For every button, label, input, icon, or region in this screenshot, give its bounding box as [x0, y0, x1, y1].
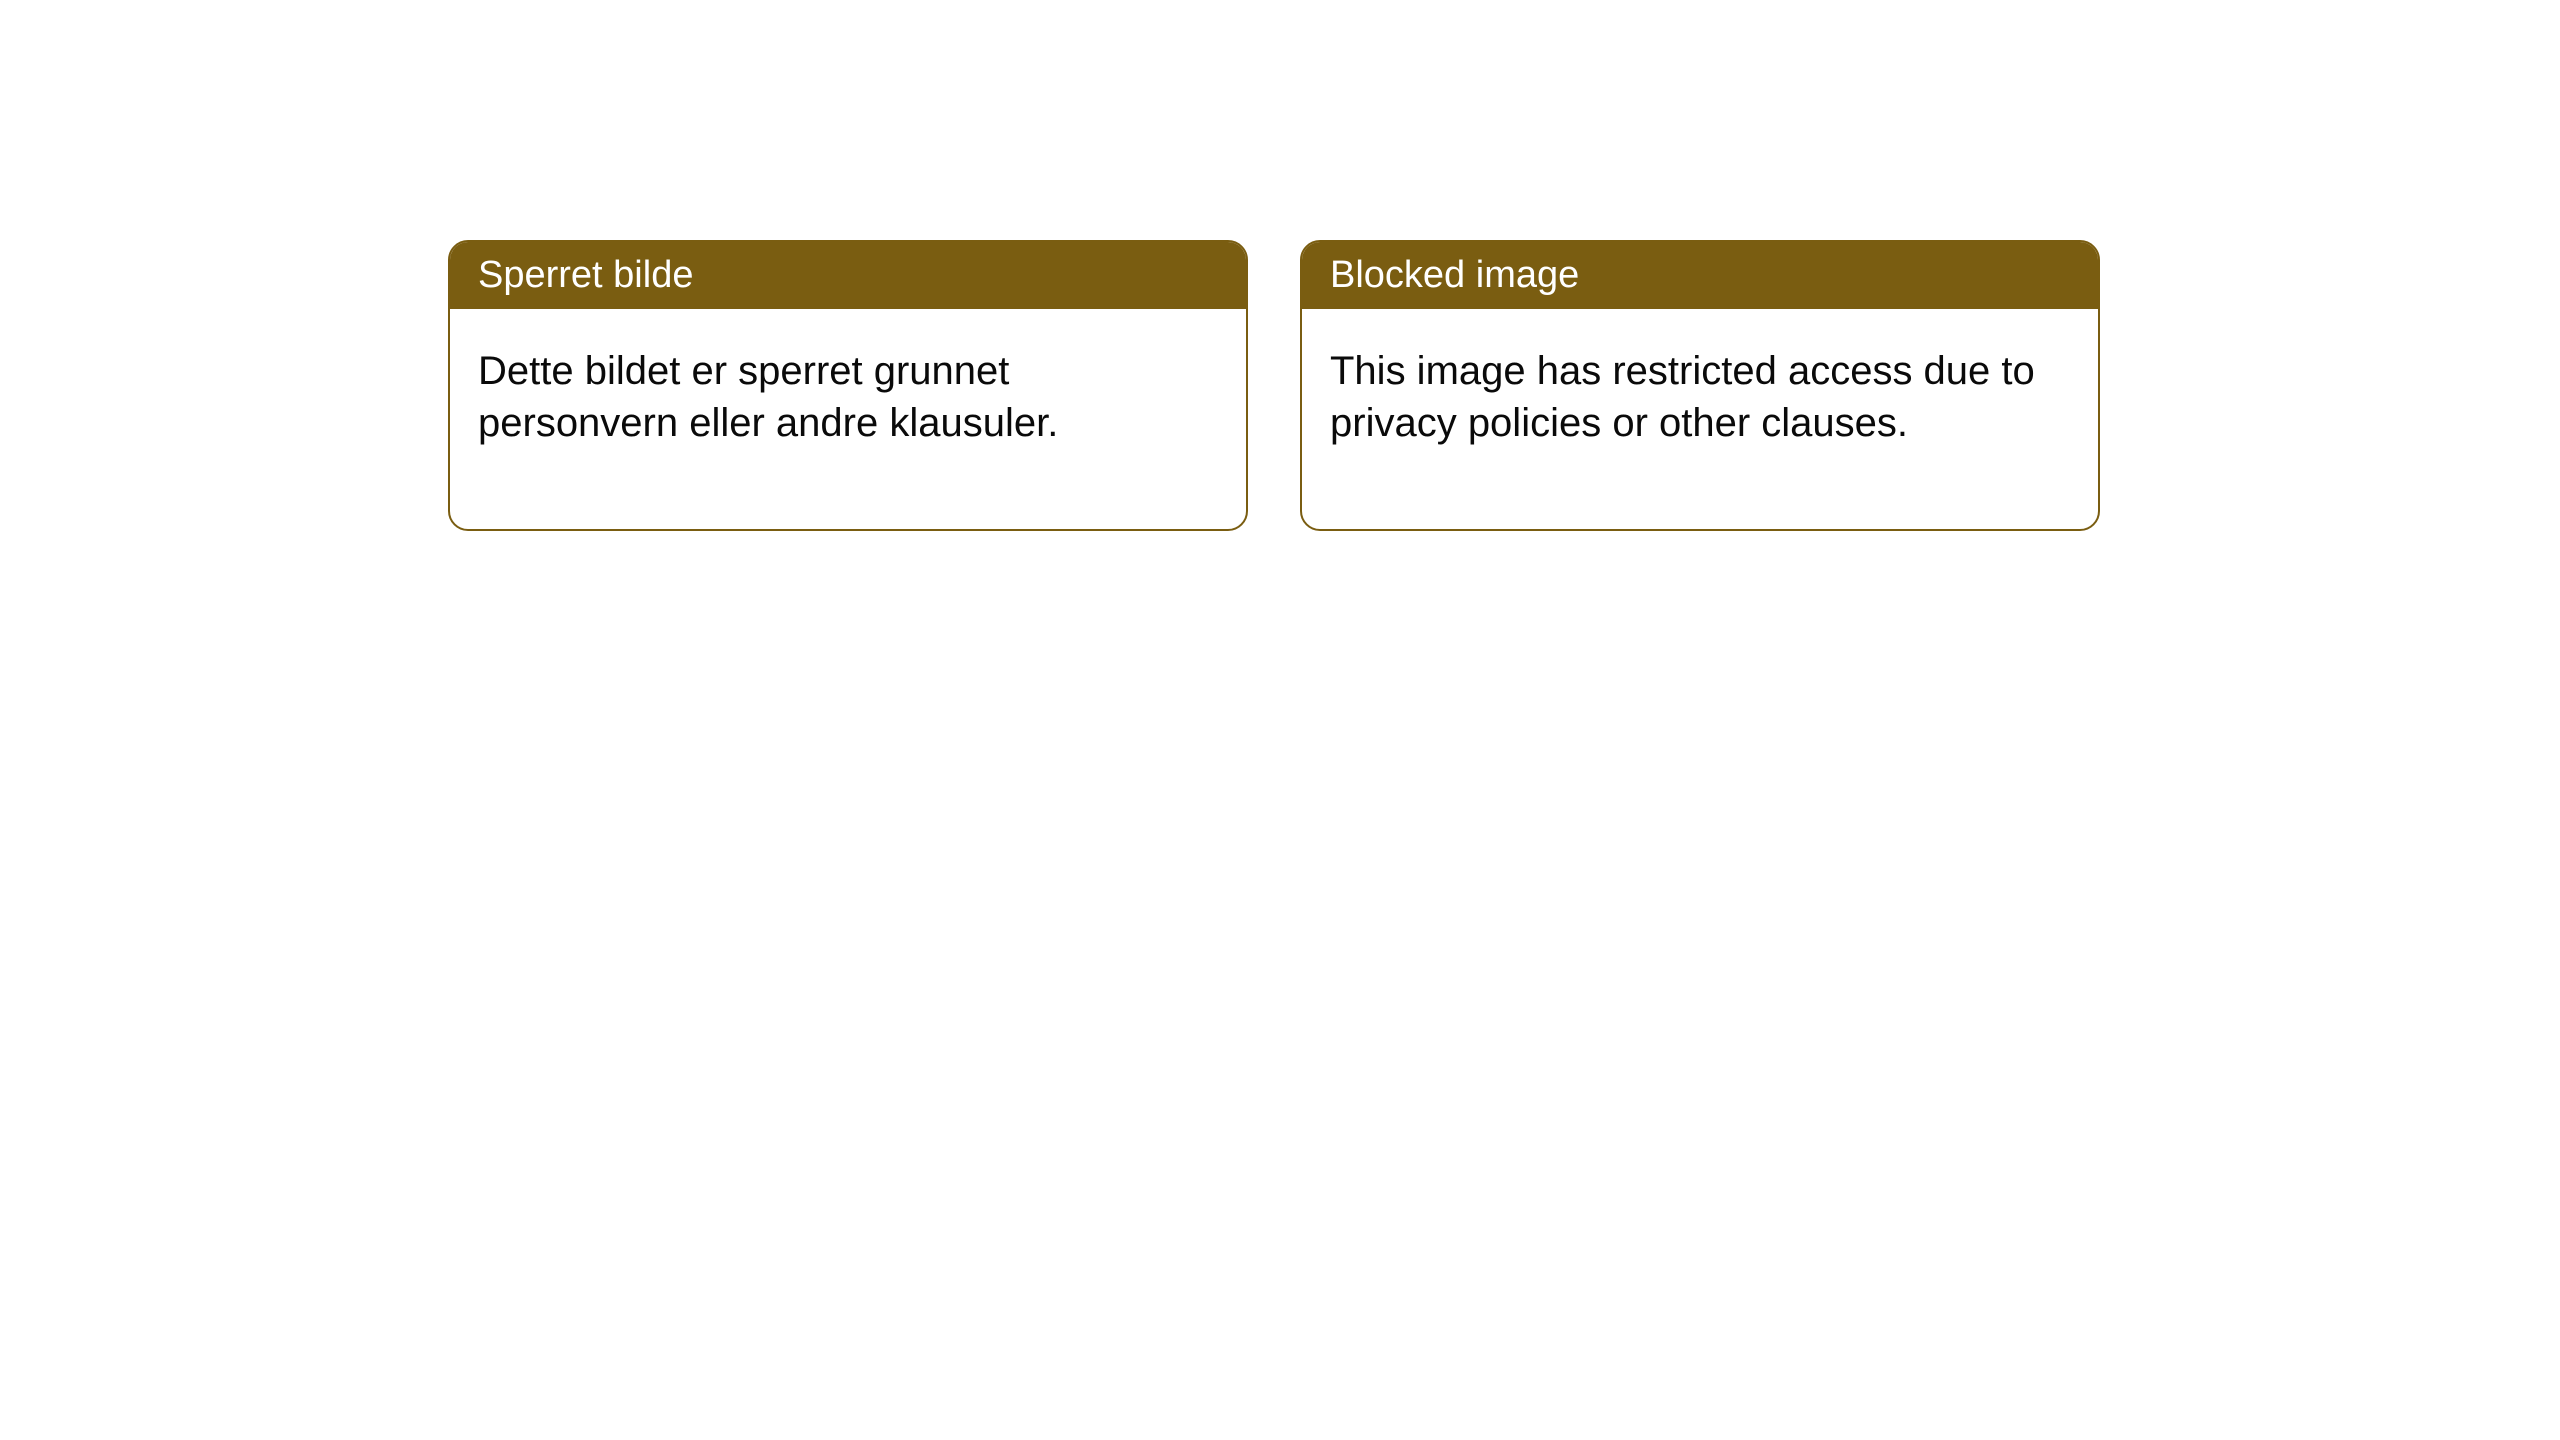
card-header-en: Blocked image	[1302, 242, 2098, 309]
notice-cards-container: Sperret bilde Dette bildet er sperret gr…	[448, 240, 2100, 531]
card-body-no: Dette bildet er sperret grunnet personve…	[450, 309, 1246, 529]
blocked-image-card-en: Blocked image This image has restricted …	[1300, 240, 2100, 531]
card-header-no: Sperret bilde	[450, 242, 1246, 309]
card-body-en: This image has restricted access due to …	[1302, 309, 2098, 529]
blocked-image-card-no: Sperret bilde Dette bildet er sperret gr…	[448, 240, 1248, 531]
